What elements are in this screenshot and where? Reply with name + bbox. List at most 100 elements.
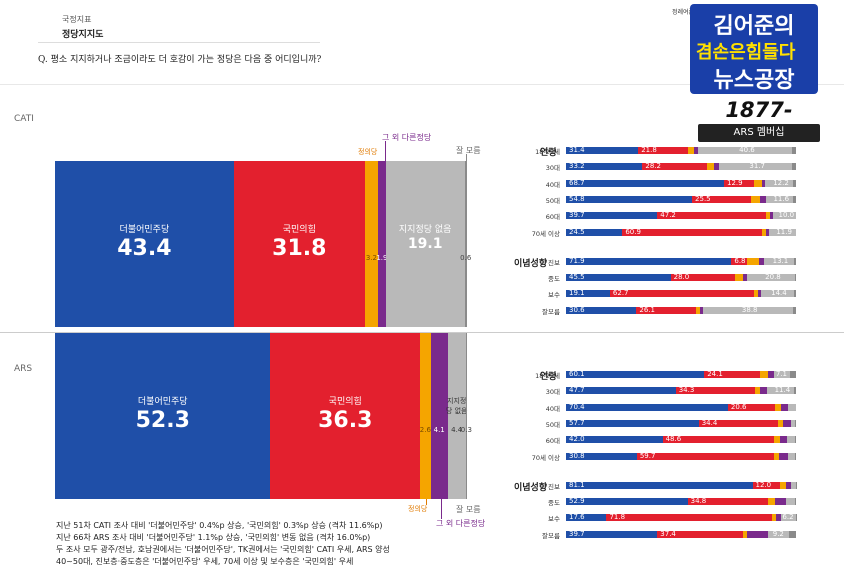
ars-breakdown-seg-1-3-none (768, 530, 790, 538)
ars-value-other: 4.1 (433, 426, 445, 434)
cati-breakdown-seg-0-4-ppp (657, 212, 766, 220)
ars-breakdown-seg-0-2-none (788, 403, 796, 411)
ars-main-bar: 더불어민주당 52.3 국민의힘 36.3 2.6 4.1 4.4 지지정당 없음 0.3 (55, 333, 472, 499)
ars-breakdown-seg-1-1-dk (795, 498, 796, 506)
cati-breakdown-val-0-0-ppp: 21.8 (641, 146, 657, 154)
cati-breakdown-val-0-4-none: 10.0 (778, 211, 795, 220)
cati-breakdown-seg-0-3-ppp (692, 195, 751, 203)
ars-breakdown-val-1-2-ppp: 71.8 (609, 513, 626, 522)
ars-breakdown-val-1-3-ppp: 37.4 (660, 529, 676, 538)
ars-other-note: 그 외 다른정당 (436, 519, 486, 528)
cati-breakdown-val-1-3-dem: 30.6 (569, 305, 585, 314)
cati-breakdown-val-1-0-dem: 71.9 (569, 256, 585, 265)
ars-breakdown-seg-1-1-none (785, 498, 796, 506)
cati-breakdown-seg-1-2-justice (754, 290, 758, 298)
cati-breakdown-seg-0-3-other (760, 195, 767, 203)
footnote-1: 지난 51차 CATI 조사 대비 '더불어민주당' 0.4%p 상승, '국민… (56, 521, 383, 530)
cati-breakdown-seg-1-2-dem (566, 290, 610, 298)
cati-breakdown-seg-0-2-dk (793, 179, 796, 187)
ars-breakdown-row-label-0-0: 18-29세 (535, 372, 560, 380)
cati-breakdown-seg-1-2-none (760, 290, 794, 298)
cati-value-ppp: 31.8 (272, 236, 327, 261)
cati-breakdown-seg-0-1-ppp (642, 163, 708, 171)
cati-breakdown-val-0-5-dem: 24.5 (569, 227, 585, 236)
cati-breakdown-row-label-1-1: 중도 (548, 275, 560, 284)
cati-breakdown-seg-1-0-ppp (731, 257, 747, 265)
cati-breakdown-seg-0-4-dem (566, 212, 658, 220)
ars-label-none: 지지정당 없음 (445, 397, 468, 415)
cati-breakdown-seg-0-3-justice (750, 195, 761, 203)
cati-breakdown-val-0-5-ppp: 60.9 (625, 227, 641, 236)
cati-breakdown-row-bar-0-0: 31.4 21.8 40.6 (566, 146, 796, 154)
cati-breakdown-val-0-0-none: 40.6 (739, 146, 755, 154)
ars-breakdown-val-0-2-dem: 70.4 (569, 402, 585, 411)
ars-breakdown-val-0-0-ppp: 24.1 (707, 370, 723, 378)
ars-breakdown-val-1-2-none: 6.2 (782, 513, 794, 522)
cati-breakdown-seg-0-4-justice (765, 212, 770, 220)
ars-label-dem: 더불어민주당 (137, 397, 188, 407)
ars-breakdown-seg-0-5-ppp (636, 452, 775, 460)
ars-breakdown-val-0-4-ppp: 48.6 (665, 435, 682, 444)
ars-breakdown-seg-0-4-none (787, 436, 796, 444)
cati-breakdown-seg-0-0-none (698, 147, 792, 154)
ars-breakdown-val-0-1-none: 11.4 (774, 386, 791, 395)
ars-breakdown-row-bar-0-0: 60.1 24.1 7.1 (566, 370, 796, 378)
ars-breakdown-row-bar-0-5: 30.8 59.7 (566, 451, 796, 460)
ars-breakdown-val-1-3-none: 9.2 (772, 529, 784, 538)
ars-breakdown-val-1-0-ppp: 12.0 (755, 480, 772, 489)
ars-breakdown-row-bar-1-1: 52.9 34.8 (566, 497, 796, 506)
cati-breakdown-seg-0-3-dk (792, 195, 796, 203)
ars-breakdown-seg-0-3-dem (566, 419, 699, 427)
cati-breakdown-val-1-3-none: 38.8 (741, 305, 758, 314)
ars-breakdown-row-label-1-0: 진보 (548, 482, 560, 491)
ars-breakdown-seg-1-3-dem (566, 530, 658, 538)
cati-breakdown-val-0-3-none: 11.6 (773, 194, 790, 203)
cati-breakdown-val-1-2-dem: 19.1 (569, 289, 585, 298)
cati-breakdown-row-bar-0-3: 54.8 25.5 11.6 (566, 194, 796, 203)
cati-breakdown-seg-0-2-dem (566, 179, 724, 187)
cati-breakdown-val-0-4-dem: 39.7 (569, 211, 585, 220)
ars-breakdown-row-bar-1-3: 39.7 37.4 9.2 (566, 529, 796, 538)
cati-breakdown-val-0-1-ppp: 28.2 (645, 162, 661, 171)
cati-breakdown-row-label-0-1: 30대 (545, 164, 560, 173)
ars-breakdown-group-1: 이념성향 (514, 482, 548, 493)
cati-breakdown-val-1-0-ppp: 6.8 (734, 256, 746, 265)
ars-breakdown-seg-0-2-justice (775, 403, 781, 411)
ars-breakdown-val-1-2-dem: 17.6 (569, 513, 585, 522)
cati-breakdown-seg-0-5-ppp (622, 228, 763, 236)
ars-breakdown-val-0-4-dem: 42.0 (569, 435, 585, 444)
cati-breakdown-seg-1-0-justice (747, 257, 759, 265)
cati-breakdown-row-label-0-4: 60대 (545, 213, 560, 222)
cati-breakdown-seg-1-1-none (747, 274, 796, 282)
cati-breakdown-group-0: 연령 (540, 148, 557, 158)
cati-value-none: 19.1 (407, 236, 443, 252)
section-divider (0, 332, 844, 333)
cati-breakdown-seg-1-3-dem (566, 306, 637, 314)
cati-breakdown-val-0-5-none: 11.9 (776, 227, 792, 236)
cati-main-bar: 더불어민주당 43.4 국민의힘 31.8 3.2 1.9 지지정당 없음 19.1 0.6 (55, 161, 471, 327)
cati-breakdown-seg-0-5-none (768, 228, 796, 236)
ars-breakdown-seg-0-3-dk (795, 419, 796, 427)
cati-breakdown-seg-1-0-dem (566, 257, 732, 265)
cati-breakdown-seg-0-0-other (694, 147, 699, 154)
cati-breakdown-seg-1-3-justice (696, 306, 700, 314)
ars-breakdown-row-bar-1-0: 81.1 12.0 (566, 480, 796, 489)
ars-breakdown: 연령 18-29세 60.1 24.1 7.1 30대 47.7 34.3 11.4 40대 70.… (514, 364, 810, 544)
ars-breakdown-seg-1-0-other (786, 481, 792, 489)
ars-breakdown-row-bar-0-2: 70.4 20.6 (566, 402, 796, 411)
ars-other-leader (441, 499, 442, 519)
cati-breakdown-seg-0-5-dem (566, 228, 623, 236)
cati-other-note: 그 외 다른정당 (382, 133, 432, 142)
cati-breakdown-row-label-0-2: 40대 (545, 180, 560, 189)
ars-bar-justice (420, 333, 431, 499)
ars-breakdown-val-0-5-dem: 30.8 (569, 451, 585, 460)
ars-breakdown-row-bar-0-1: 47.7 34.3 11.4 (566, 386, 796, 395)
cati-breakdown-seg-0-2-other (761, 179, 766, 187)
cati-breakdown-seg-0-1-justice (707, 163, 715, 171)
ars-value-ppp: 36.3 (318, 408, 373, 433)
cati-bar-justice (364, 161, 378, 327)
cati-value-dk: 0.6 (460, 254, 472, 262)
ars-value-dk: 0.3 (460, 426, 472, 434)
ars-value-dem: 52.3 (135, 408, 190, 433)
ars-breakdown-val-0-5-ppp: 59.7 (639, 451, 656, 460)
